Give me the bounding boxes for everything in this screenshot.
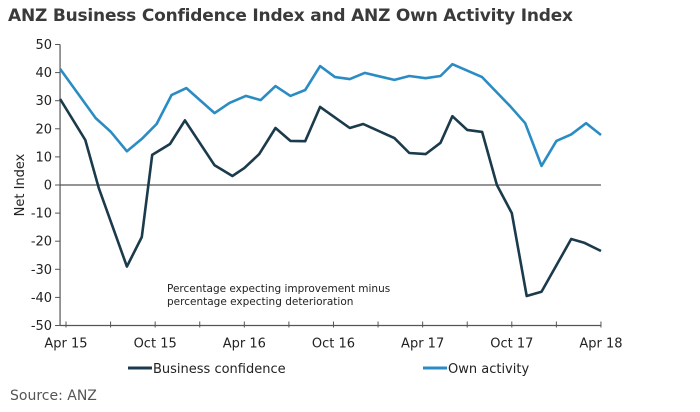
series-line-own-activity (59, 62, 602, 168)
x-tick-label: Oct 15 (134, 337, 177, 352)
axes-layer: 50 40 30 20 10 0 -10 -20 -30 -40 -50 Apr 15 Oct 15 Ap… (31, 38, 623, 352)
y-tick-label: -10 (31, 207, 52, 222)
x-tick-label: Apr 15 (44, 337, 87, 352)
annotation-line-2: percentage expecting deterioration (167, 296, 353, 308)
source-note: Source: ANZ (10, 388, 97, 404)
legend: Business confidence Own activity (128, 362, 529, 377)
x-tick-label: Apr 16 (223, 337, 266, 352)
x-tick-label: Apr 18 (579, 337, 622, 352)
x-tick-label: Apr 17 (401, 337, 444, 352)
y-tick-label: 40 (36, 66, 53, 81)
series-line-business-confidence (58, 98, 602, 298)
x-tick-label: Oct 17 (490, 337, 533, 352)
y-tick-label: 0 (44, 179, 52, 194)
y-tick-label: -20 (31, 235, 52, 250)
y-tick-label: 30 (36, 94, 53, 109)
y-tick-label: -40 (31, 291, 52, 306)
annotation-line-1: Percentage expecting improvement minus (167, 283, 390, 295)
y-tick-label: -30 (31, 263, 52, 278)
legend-label-business-confidence: Business confidence (153, 362, 286, 377)
y-tick-label: 10 (36, 150, 53, 165)
series-layer (58, 62, 602, 298)
y-axis-title: Net Index (13, 153, 28, 216)
y-tick-label: 50 (36, 38, 53, 53)
legend-label-own-activity: Own activity (448, 362, 529, 377)
y-tick-label: 20 (36, 122, 53, 137)
chart-title: ANZ Business Confidence Index and ANZ Ow… (8, 6, 573, 26)
x-tick-label: Oct 16 (312, 337, 355, 352)
y-tick-label: -50 (31, 319, 52, 334)
